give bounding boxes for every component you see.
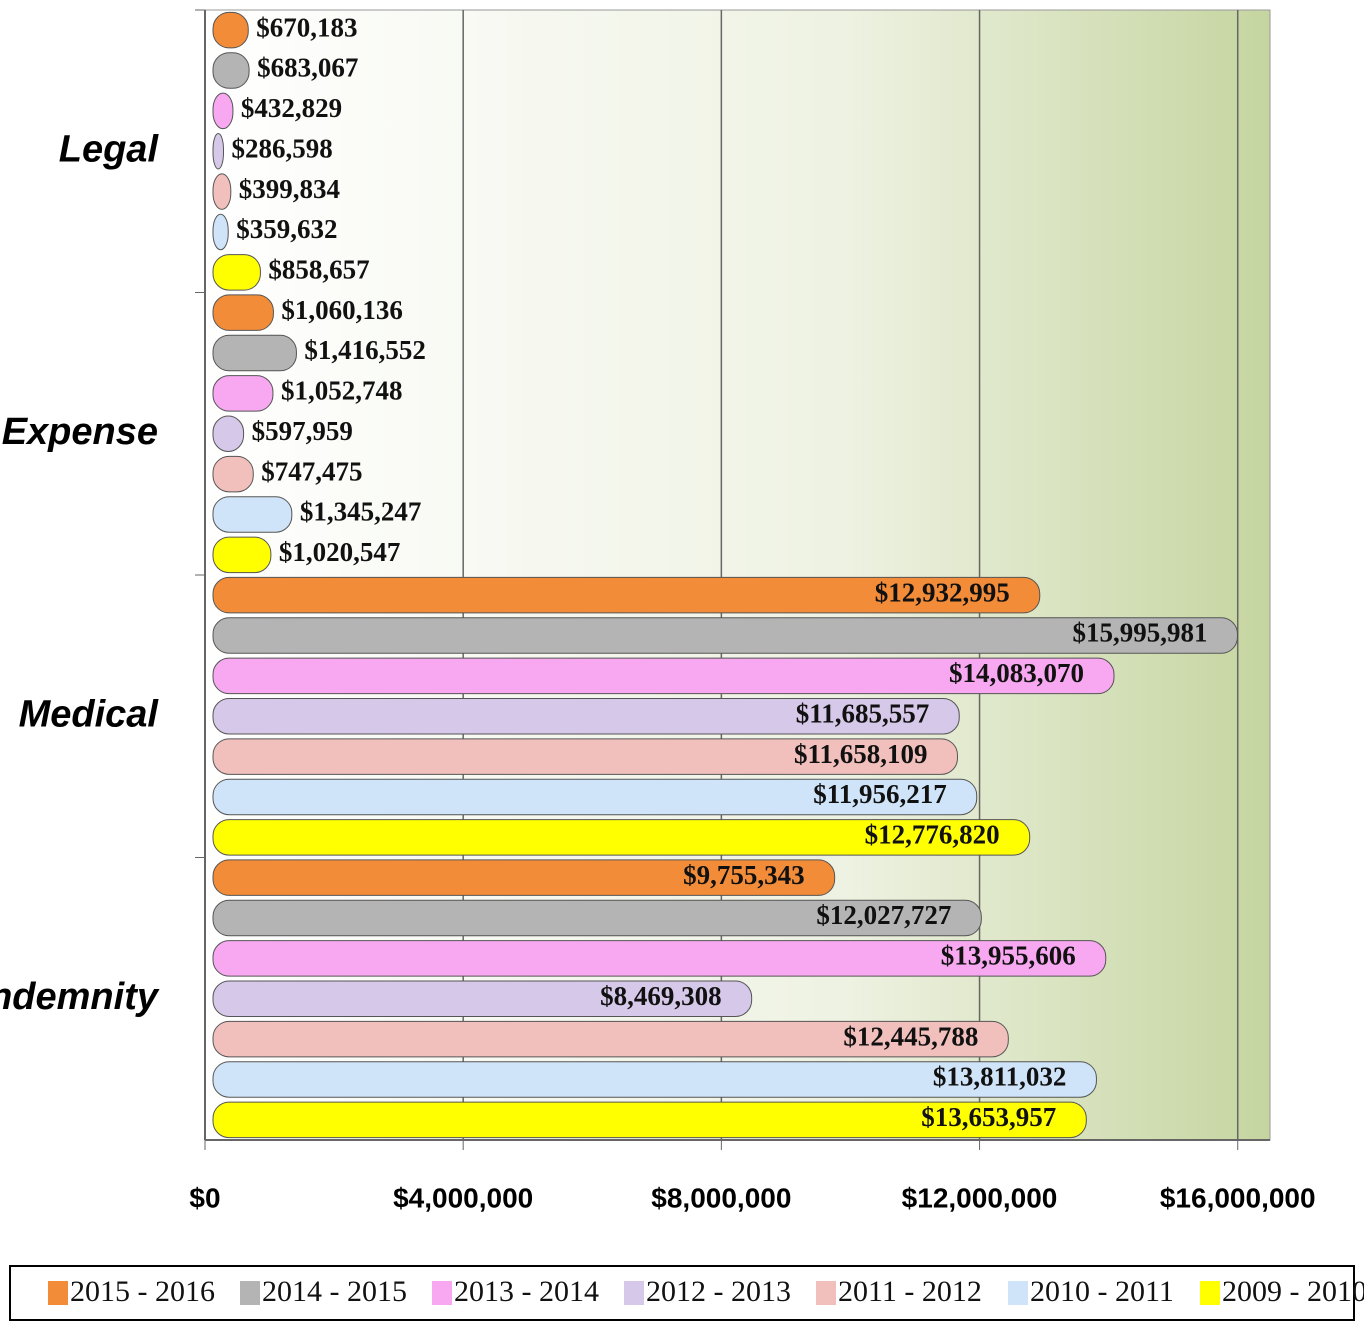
value-label: $1,020,547 <box>279 537 401 567</box>
bar <box>212 11 249 49</box>
value-label: $286,598 <box>231 133 332 163</box>
bar <box>212 819 1031 856</box>
legend-swatch <box>1008 1281 1028 1305</box>
value-label: $8,469,308 <box>600 981 722 1011</box>
value-label: $1,052,748 <box>281 376 403 406</box>
x-tick-label: $0 <box>189 1182 220 1213</box>
value-label: $1,060,136 <box>281 295 403 325</box>
value-label: $747,475 <box>261 456 362 486</box>
value-label: $12,932,995 <box>875 577 1010 607</box>
value-label: $1,416,552 <box>304 335 426 365</box>
value-label: $1,345,247 <box>300 497 422 527</box>
bar <box>212 132 224 170</box>
value-label: $399,834 <box>239 174 340 204</box>
bar <box>212 738 958 775</box>
value-label: $11,658,109 <box>794 739 928 769</box>
legend-swatch <box>48 1281 68 1305</box>
value-label: $14,083,070 <box>949 658 1084 688</box>
bar <box>212 92 234 130</box>
legend-swatch <box>240 1281 260 1305</box>
bar <box>212 1020 1009 1058</box>
bar <box>212 980 753 1018</box>
legend-label: 2010 - 2011 <box>1030 1275 1174 1308</box>
legend-label: 2014 - 2015 <box>262 1275 407 1308</box>
value-label: $12,027,727 <box>816 900 951 930</box>
value-label: $432,829 <box>241 93 342 123</box>
bar <box>212 52 250 89</box>
category-label: Medical <box>19 693 160 735</box>
bar <box>212 697 960 735</box>
legend-label: 2015 - 2016 <box>70 1275 215 1308</box>
bar <box>212 536 272 574</box>
category-label: Legal <box>59 128 160 170</box>
legend-swatch <box>1200 1281 1220 1305</box>
category-label: Expense <box>2 411 158 453</box>
bar <box>212 375 274 412</box>
x-tick-label: $12,000,000 <box>902 1182 1058 1213</box>
value-label: $9,755,343 <box>683 860 805 890</box>
legend-swatch <box>624 1281 644 1305</box>
legend-label: 2013 - 2014 <box>454 1275 599 1308</box>
value-label: $11,685,557 <box>796 698 930 728</box>
bar <box>212 617 1238 654</box>
legend-label: 2009 - 2010 <box>1222 1275 1364 1308</box>
value-label: $13,653,957 <box>921 1102 1056 1132</box>
legend-box <box>9 1265 1355 1321</box>
value-label: $359,632 <box>236 214 337 244</box>
value-label: $13,811,032 <box>933 1062 1067 1092</box>
value-label: $13,955,606 <box>941 941 1076 971</box>
bar <box>212 455 254 493</box>
bar <box>212 778 978 816</box>
bar <box>212 173 232 210</box>
bar <box>212 940 1107 977</box>
legend-swatch <box>432 1281 452 1305</box>
bar <box>212 213 229 251</box>
bar <box>212 859 836 896</box>
x-tick-label: $8,000,000 <box>651 1182 791 1213</box>
legend-label: 2012 - 2013 <box>646 1275 791 1308</box>
x-tick-label: $4,000,000 <box>393 1182 533 1213</box>
bar <box>212 415 245 453</box>
bar <box>212 254 261 291</box>
bar <box>212 576 1041 614</box>
category-label: Indemnity <box>0 976 160 1018</box>
bar <box>212 899 982 937</box>
bar <box>212 1101 1087 1139</box>
bar <box>212 1061 1097 1098</box>
value-label: $15,995,981 <box>1072 618 1207 648</box>
legend-swatch <box>816 1281 836 1305</box>
bar <box>212 496 293 533</box>
bar <box>212 294 274 331</box>
legend-label: 2011 - 2012 <box>838 1275 982 1308</box>
bar <box>212 334 297 372</box>
bar <box>212 657 1115 695</box>
value-label: $683,067 <box>257 53 358 83</box>
value-label: $12,776,820 <box>865 820 1000 850</box>
x-tick-label: $16,000,000 <box>1160 1182 1316 1213</box>
value-label: $858,657 <box>268 255 369 285</box>
value-label: $11,956,217 <box>813 779 947 809</box>
value-label: $12,445,788 <box>843 1021 978 1051</box>
value-label: $597,959 <box>252 416 353 446</box>
value-label: $670,183 <box>256 12 357 42</box>
